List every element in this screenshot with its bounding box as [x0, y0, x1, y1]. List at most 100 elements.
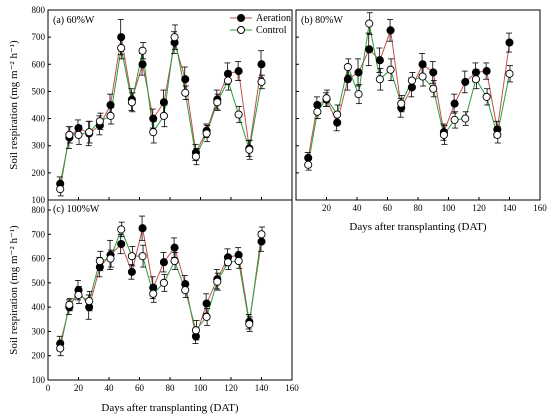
x-tick-label: 60: [135, 383, 145, 393]
data-point-control: [202, 312, 211, 321]
series-line-control: [59, 228, 262, 349]
panel-c-y-axis-label: Soil respiration (mg m⁻² h⁻¹): [8, 225, 20, 355]
panel-b-title: (b) 80%W: [301, 15, 343, 26]
data-point-control: [159, 278, 168, 287]
data-point-control: [181, 88, 190, 97]
data-point-control: [56, 185, 65, 194]
data-point-control: [202, 129, 211, 138]
y-tick-label: 700: [32, 32, 46, 42]
x-tick-label: 60: [383, 203, 393, 213]
data-point-control: [313, 107, 322, 116]
data-point-control: [333, 110, 342, 119]
data-point-aeration: [234, 67, 243, 76]
data-point-control: [191, 152, 200, 161]
data-point-aeration: [482, 67, 491, 76]
data-point-control: [505, 69, 514, 78]
data-point-aeration: [159, 258, 168, 267]
data-point-aeration: [304, 153, 313, 162]
data-point-control: [106, 254, 115, 263]
y-tick-label: 600: [32, 254, 46, 264]
data-point-control: [95, 256, 104, 266]
data-point-aeration: [257, 60, 266, 69]
x-tick-label: 160: [285, 383, 299, 393]
data-point-aeration: [343, 75, 352, 84]
data-point-control: [257, 230, 266, 239]
data-point-aeration: [202, 299, 211, 308]
x-tick-label: 20: [322, 203, 332, 213]
y-tick-label: 300: [32, 141, 46, 151]
data-point-aeration: [149, 114, 158, 123]
series-line-control: [59, 37, 262, 190]
data-point-control: [386, 65, 395, 74]
x-tick-label: 100: [194, 383, 208, 393]
data-point-control: [170, 256, 179, 266]
y-tick-label: 700: [32, 229, 46, 239]
data-point-control: [354, 90, 363, 99]
data-point-control: [493, 130, 502, 139]
data-point-control: [234, 256, 243, 266]
y-tick-label: 800: [32, 205, 46, 215]
data-point-control: [257, 77, 266, 86]
data-point-control: [234, 110, 243, 119]
y-tick-label: 800: [32, 5, 46, 15]
data-point-aeration: [354, 68, 363, 77]
legend-aeration-marker: [237, 14, 245, 22]
legend-control-label: Control: [256, 25, 287, 36]
panel-a-title: (a) 60%W: [53, 15, 95, 26]
y-tick-label: 500: [32, 278, 46, 288]
panel-c-frame: [47, 199, 293, 381]
y-tick-label: 100: [32, 195, 46, 205]
data-point-aeration: [138, 60, 147, 69]
data-point-control: [429, 84, 438, 93]
y-tick-label: 100: [32, 375, 46, 385]
x-tick-label: 0: [46, 383, 51, 393]
data-point-control: [365, 19, 374, 28]
data-point-aeration: [461, 77, 470, 86]
legend-control-marker: [237, 26, 245, 34]
data-point-control: [245, 145, 254, 154]
data-point-aeration: [159, 98, 168, 107]
data-point-aeration: [450, 99, 459, 108]
data-point-control: [223, 258, 232, 267]
panel-c-x-axis-label: Days after transplanting (DAT): [101, 402, 238, 414]
data-point-control: [343, 62, 352, 72]
data-point-control: [65, 300, 74, 309]
data-point-control: [304, 160, 313, 169]
x-tick-label: 40: [105, 383, 115, 393]
series-line-aeration: [59, 37, 262, 184]
data-point-aeration: [418, 60, 427, 69]
y-tick-label: 200: [32, 351, 46, 361]
data-point-control: [181, 286, 190, 295]
data-point-aeration: [181, 75, 190, 84]
data-point-aeration: [375, 56, 384, 65]
y-tick-label: 400: [32, 114, 46, 124]
data-point-control: [397, 99, 406, 108]
data-point-control: [245, 320, 254, 329]
data-point-control: [223, 76, 232, 85]
data-point-aeration: [313, 100, 322, 110]
data-point-aeration: [74, 124, 83, 133]
panel-b-x-axis-label: Days after transplanting (DAT): [349, 221, 486, 233]
panel-c: (c) 100%W Days after transplanting (DAT)…: [32, 199, 299, 414]
data-point-aeration: [117, 33, 126, 42]
data-point-control: [95, 117, 104, 126]
data-point-control: [407, 76, 416, 85]
data-point-control: [127, 98, 136, 107]
data-point-aeration: [106, 100, 115, 110]
data-point-control: [439, 130, 448, 139]
data-point-control: [117, 225, 126, 234]
data-point-aeration: [223, 69, 232, 78]
data-point-aeration: [505, 38, 514, 47]
data-point-control: [170, 33, 179, 42]
x-tick-label: 40: [353, 203, 363, 213]
data-point-aeration: [257, 237, 266, 246]
data-point-control: [138, 46, 147, 55]
data-point-control: [375, 75, 384, 84]
data-point-control: [471, 75, 481, 84]
data-point-control: [106, 111, 115, 120]
x-tick-label: 80: [166, 383, 176, 393]
data-point-aeration: [117, 239, 126, 249]
x-tick-label: 100: [442, 203, 456, 213]
data-point-control: [138, 252, 147, 261]
series-line-control: [307, 23, 510, 165]
